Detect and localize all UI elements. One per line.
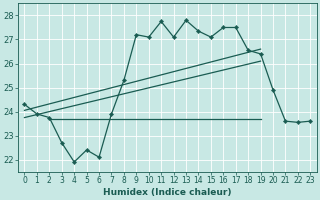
- X-axis label: Humidex (Indice chaleur): Humidex (Indice chaleur): [103, 188, 232, 197]
